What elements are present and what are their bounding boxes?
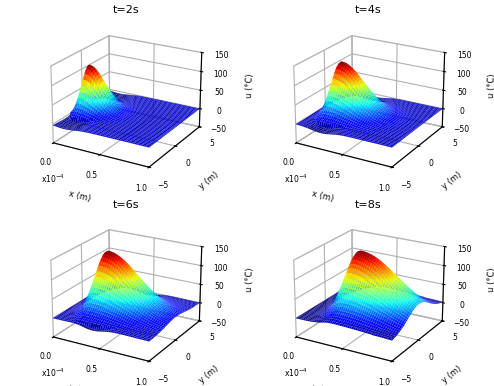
X-axis label: x (m): x (m) [310, 384, 334, 386]
Text: x10$^{-4}$: x10$^{-4}$ [41, 366, 65, 379]
X-axis label: x (m): x (m) [67, 384, 91, 386]
Title: t=4s: t=4s [355, 5, 382, 15]
Title: t=2s: t=2s [112, 5, 139, 15]
Text: x10$^{-4}$: x10$^{-4}$ [284, 366, 308, 379]
Text: x10$^{-4}$: x10$^{-4}$ [284, 172, 308, 185]
Text: x10$^{-4}$: x10$^{-4}$ [41, 172, 65, 185]
Title: t=8s: t=8s [355, 200, 382, 210]
Y-axis label: y (m): y (m) [441, 364, 463, 385]
Y-axis label: y (m): y (m) [198, 170, 220, 191]
Y-axis label: y (m): y (m) [198, 364, 220, 385]
X-axis label: x (m): x (m) [310, 190, 334, 204]
Y-axis label: y (m): y (m) [441, 170, 463, 191]
Title: t=6s: t=6s [112, 200, 139, 210]
X-axis label: x (m): x (m) [67, 190, 91, 204]
